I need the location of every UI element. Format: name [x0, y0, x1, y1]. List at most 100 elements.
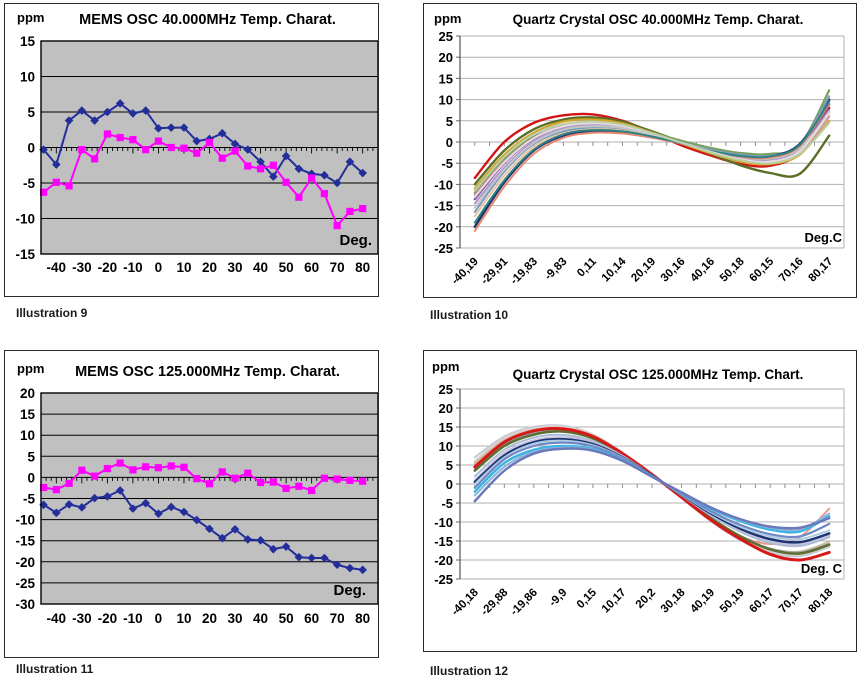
svg-text:10,17: 10,17: [600, 587, 629, 616]
svg-text:-19,86: -19,86: [508, 587, 540, 619]
svg-text:5: 5: [27, 105, 35, 120]
svg-text:80,18: 80,18: [807, 586, 836, 615]
svg-text:60: 60: [304, 260, 319, 275]
svg-text:-10: -10: [434, 515, 453, 530]
illustration-caption: Illustration 10: [430, 308, 509, 322]
svg-text:20: 20: [202, 611, 217, 626]
svg-text:0,15: 0,15: [575, 586, 600, 611]
svg-text:-9,83: -9,83: [542, 256, 569, 283]
svg-text:-5: -5: [441, 496, 453, 511]
svg-text:0: 0: [446, 477, 453, 492]
svg-text:-20: -20: [98, 260, 118, 275]
svg-text:-40,19: -40,19: [449, 256, 481, 288]
svg-text:-10: -10: [123, 611, 143, 626]
y-unit-label: ppm: [17, 361, 45, 376]
svg-text:-25: -25: [434, 572, 453, 587]
svg-text:-30: -30: [15, 597, 35, 612]
svg-text:-10: -10: [15, 212, 35, 227]
svg-text:30,16: 30,16: [659, 256, 688, 285]
svg-text:60,15: 60,15: [747, 255, 776, 284]
chart-title: Quartz Crystal OSC 125.000MHz Temp. Char…: [512, 367, 804, 382]
svg-text:-15: -15: [15, 534, 35, 549]
svg-text:-15: -15: [434, 199, 453, 214]
chart-title: MEMS OSC 40.000MHz Temp. Charat.: [79, 12, 336, 28]
svg-text:10: 10: [439, 439, 453, 454]
svg-text:-29,91: -29,91: [479, 255, 511, 287]
x-unit-label: Deg.: [333, 582, 366, 599]
svg-text:-15: -15: [15, 247, 35, 262]
svg-text:-20: -20: [98, 611, 118, 626]
illustration-caption: Illustration 11: [16, 662, 94, 676]
svg-text:50,19: 50,19: [718, 587, 747, 616]
svg-text:-10: -10: [434, 177, 453, 192]
svg-text:-40: -40: [47, 260, 67, 275]
svg-text:10,14: 10,14: [600, 255, 629, 284]
svg-text:30: 30: [228, 611, 243, 626]
svg-text:50,18: 50,18: [718, 255, 747, 284]
svg-text:-10: -10: [123, 260, 143, 275]
svg-text:0,11: 0,11: [575, 255, 599, 279]
svg-text:0: 0: [155, 611, 163, 626]
svg-text:-40,18: -40,18: [449, 586, 481, 618]
svg-text:10: 10: [439, 93, 453, 108]
svg-text:40,16: 40,16: [688, 256, 717, 285]
svg-text:0: 0: [446, 135, 453, 150]
svg-text:-19,83: -19,83: [508, 256, 540, 288]
svg-text:0: 0: [27, 141, 35, 156]
svg-text:60: 60: [304, 611, 319, 626]
panel-mems-osc-125mhz: 20 15 10 5 0 -5 -10 -15 -20 -25 -30 -40 -30 -20 -10 0 10…: [4, 350, 379, 658]
svg-text:-20: -20: [15, 555, 35, 570]
svg-text:5: 5: [27, 449, 35, 464]
x-unit-label: Deg.C: [804, 230, 842, 245]
svg-text:80: 80: [355, 611, 370, 626]
panel-mems-osc-40mhz: 15 10 5 0 -5 -10 -15 -40 -30 -20 -10 0 10 20 30 40 50 60 7…: [4, 3, 379, 297]
svg-text:5: 5: [446, 458, 453, 473]
illustration-caption: Illustration 9: [16, 306, 88, 320]
svg-text:20: 20: [439, 401, 453, 416]
svg-text:-29,88: -29,88: [479, 586, 511, 618]
svg-text:25: 25: [439, 382, 453, 397]
svg-text:0: 0: [155, 260, 163, 275]
svg-text:10: 10: [20, 70, 35, 85]
y-unit-label: ppm: [432, 359, 460, 374]
svg-text:-5: -5: [441, 156, 453, 171]
svg-text:-20: -20: [434, 553, 453, 568]
svg-text:15: 15: [20, 34, 36, 49]
chart-title: Quartz Crystal OSC 40.000MHz Temp. Chara…: [512, 12, 804, 27]
svg-text:-30: -30: [72, 611, 92, 626]
svg-text:-40: -40: [47, 611, 67, 626]
svg-text:-15: -15: [434, 534, 453, 549]
illustration-caption: Illustration 12: [430, 664, 509, 678]
svg-text:10: 10: [176, 611, 191, 626]
svg-text:50: 50: [279, 260, 294, 275]
svg-text:-5: -5: [23, 176, 35, 191]
svg-text:70: 70: [330, 611, 345, 626]
svg-text:80: 80: [355, 260, 370, 275]
svg-text:20: 20: [20, 386, 35, 401]
y-unit-label: ppm: [434, 11, 462, 26]
svg-text:15: 15: [439, 420, 453, 435]
y-unit-label: ppm: [17, 10, 45, 25]
svg-text:20,19: 20,19: [629, 256, 658, 285]
svg-text:15: 15: [439, 71, 453, 86]
svg-text:5: 5: [446, 114, 453, 129]
svg-text:80,17: 80,17: [807, 256, 836, 285]
svg-text:40: 40: [253, 611, 268, 626]
chart-title: MEMS OSC 125.000MHz Temp. Charat.: [75, 364, 340, 380]
svg-text:-25: -25: [15, 576, 35, 591]
quartz-40mhz-plot: 25 20 15 10 5 0 -5 -10 -15 -20 -25-40,19-29,91-19,…: [434, 29, 845, 288]
x-unit-label: Deg. C: [800, 561, 842, 576]
svg-text:30: 30: [228, 260, 243, 275]
svg-text:-10: -10: [15, 513, 35, 528]
svg-text:-25: -25: [434, 241, 453, 256]
svg-text:20,2: 20,2: [634, 587, 658, 611]
svg-text:40,19: 40,19: [688, 587, 717, 616]
svg-text:-5: -5: [23, 492, 35, 507]
svg-text:10: 10: [176, 260, 191, 275]
svg-text:50: 50: [279, 611, 294, 626]
x-unit-label: Deg.: [339, 232, 372, 249]
panel-quartz-osc-40mhz: 25 20 15 10 5 0 -5 -10 -15 -20 -25 -40,19 -29,91 -19,…: [423, 3, 857, 298]
